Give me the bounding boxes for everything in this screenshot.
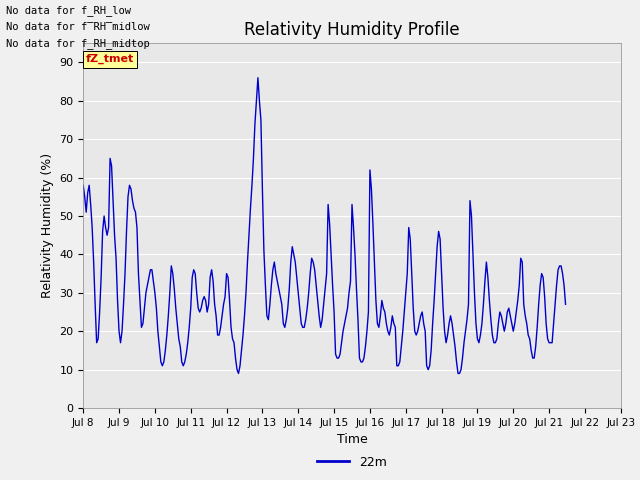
Text: fZ_tmet: fZ_tmet xyxy=(86,54,134,64)
Text: No data for f̅RH̅midlow: No data for f̅RH̅midlow xyxy=(6,22,150,32)
X-axis label: Time: Time xyxy=(337,433,367,446)
Title: Relativity Humidity Profile: Relativity Humidity Profile xyxy=(244,21,460,39)
Text: No data for f_RH_midtop: No data for f_RH_midtop xyxy=(6,38,150,49)
Y-axis label: Relativity Humidity (%): Relativity Humidity (%) xyxy=(41,153,54,298)
Text: No data for f_RH_low: No data for f_RH_low xyxy=(6,5,131,16)
Legend: 22m: 22m xyxy=(312,451,392,474)
